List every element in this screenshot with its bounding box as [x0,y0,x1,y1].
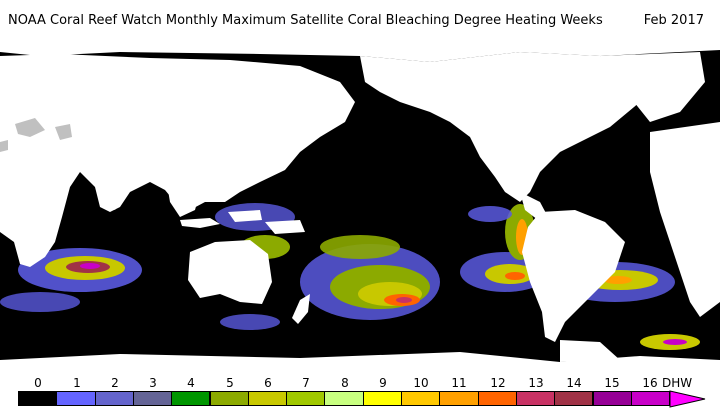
legend-label-13: 13 [528,376,544,390]
land [0,42,720,367]
legend-label-12: 12 [490,376,506,390]
legend-swatch-9 [362,391,402,406]
legend-swatch-2 [94,391,134,406]
legend-swatch-3 [132,391,173,406]
legend-label-0: 0 [34,376,42,390]
legend-swatch-16 [630,391,671,406]
map-canvas [0,42,720,367]
legend-label-3: 3 [149,376,157,390]
legend-label-6: 6 [264,376,272,390]
world-map [0,42,720,367]
legend-unit: DHW [662,376,693,390]
legend-label-8: 8 [341,376,349,390]
map-title: NOAA Coral Reef Watch Monthly Maximum Sa… [8,13,603,28]
legend-label-15: 15 [604,376,620,390]
legend-swatch-8 [324,391,364,406]
legend-swatch-7 [286,391,326,406]
legend-label-7: 7 [302,376,310,390]
legend-swatch-5 [209,391,249,406]
legend-swatch-15 [592,391,632,406]
dhw-patches [0,42,700,350]
legend-swatch-12 [477,391,517,406]
legend-swatch-11 [439,391,479,406]
legend-label-14: 14 [566,376,582,390]
legend-swatch-0 [18,391,58,406]
legend-label-2: 2 [111,376,119,390]
legend-swatch-4 [171,391,211,406]
legend-swatch-10 [401,391,441,406]
legend-swatch-6 [247,391,288,406]
legend-label-16: 16 [642,376,658,390]
legend-label-11: 11 [451,376,467,390]
map-date: Feb 2017 [643,13,704,28]
title-bar: NOAA Coral Reef Watch Monthly Maximum Sa… [0,0,720,42]
legend-label-4: 4 [187,376,195,390]
no-data-areas [0,118,72,152]
legend-swatch-14 [554,391,594,406]
legend-label-5: 5 [226,376,234,390]
dhw-legend: 0 1 2 3 4 5 6 7 8 9 10 11 12 13 14 15 16… [0,367,720,411]
legend-swatch-13 [515,391,556,406]
legend-label-9: 9 [379,376,387,390]
legend-label-1: 1 [73,376,81,390]
legend-swatch-1 [56,391,96,406]
legend-label-10: 10 [413,376,429,390]
